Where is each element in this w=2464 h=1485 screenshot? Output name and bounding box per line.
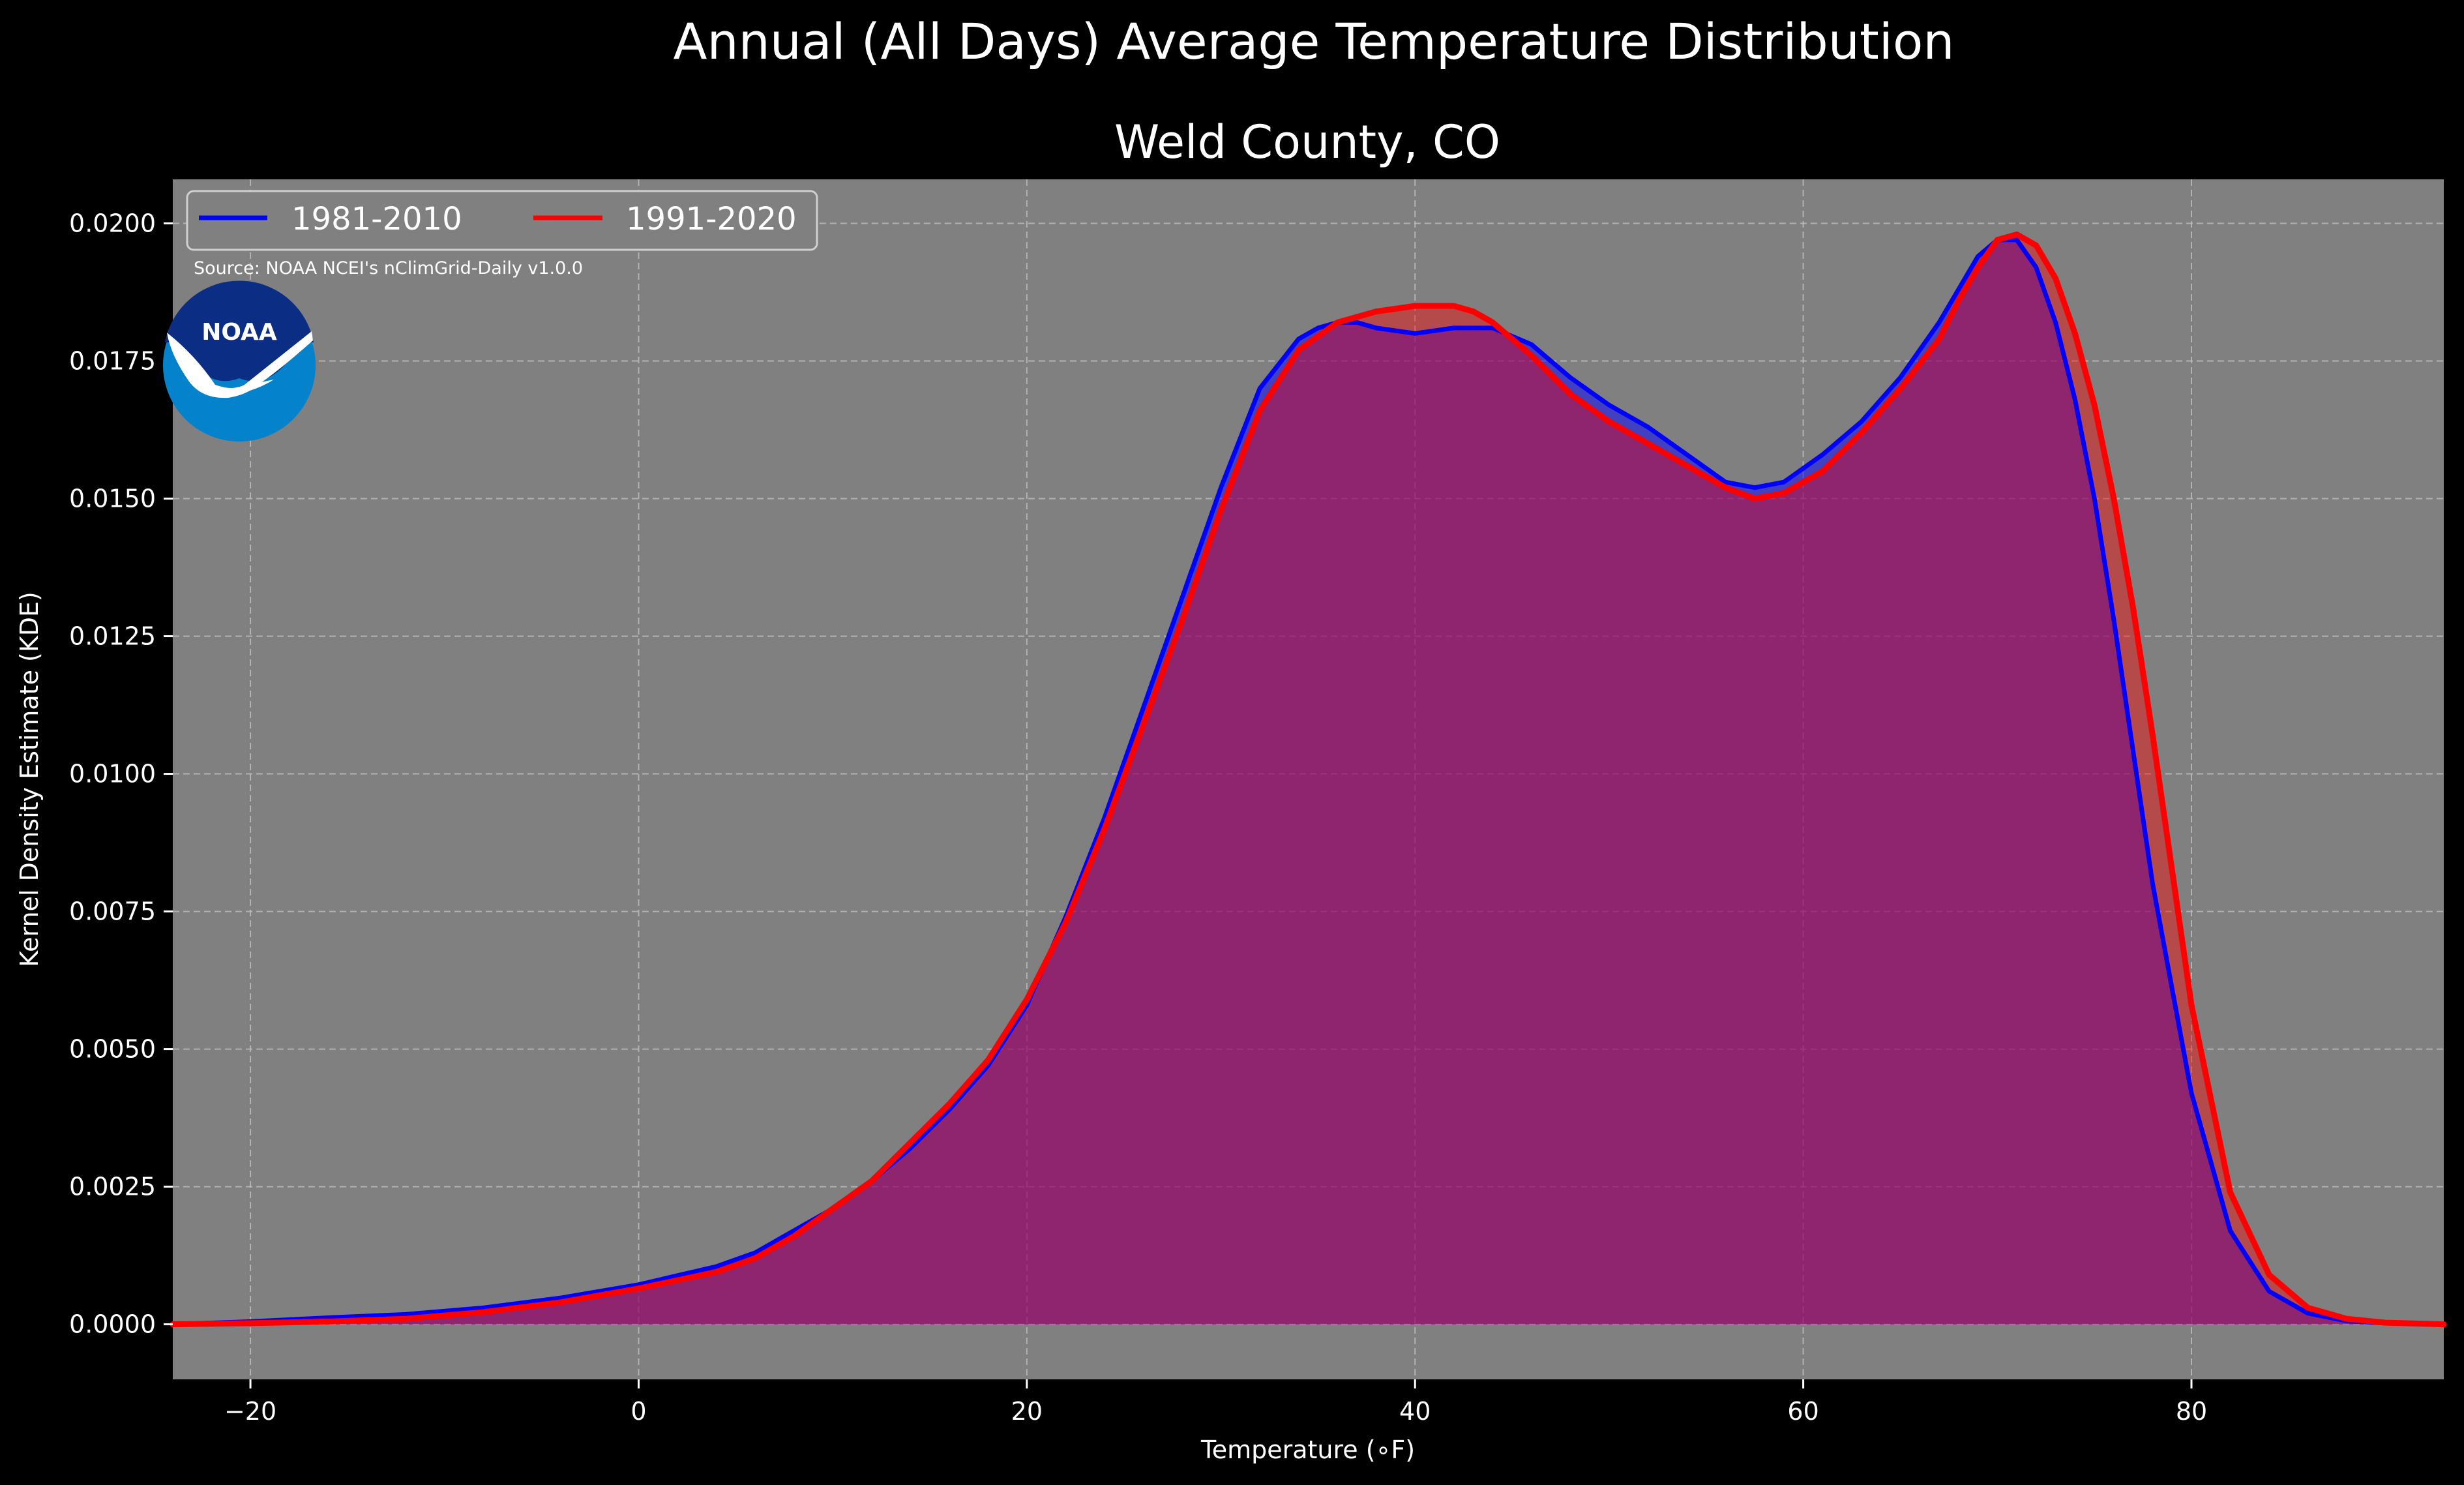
y-tick-label: 0.0175: [69, 347, 156, 376]
series-lines: [170, 231, 2447, 1328]
series-line-1991-2020: [170, 231, 2447, 1328]
legend: 1981-2010 1991-2020: [186, 190, 818, 251]
x-axis-label: Temperature (∘F): [1200, 1435, 1415, 1464]
noaa-logo-text: NOAA: [201, 319, 277, 346]
noaa-logo: NOAA: [163, 280, 316, 442]
y-tick-label: 0.0050: [69, 1035, 156, 1064]
figure-suptitle: Annual (All Days) Average Temperature Di…: [673, 12, 1954, 70]
y-tick-label: 0.0200: [69, 209, 156, 238]
area-fill-1991-2020: [173, 234, 2444, 1325]
noaa-logo-bird-tail: [218, 380, 274, 395]
x-tick-label: 20: [1011, 1397, 1043, 1426]
chart-title: Weld County, CO: [1114, 115, 1500, 169]
x-axis-ticks: −20 0 20 40 60 80: [224, 1379, 2207, 1426]
source-note: Source: NOAA NCEI's nClimGrid-Daily v1.0…: [194, 258, 583, 278]
x-tick-label: 60: [1787, 1397, 1818, 1426]
x-tick-label: −20: [224, 1397, 276, 1426]
x-tick-label: 40: [1399, 1397, 1431, 1426]
y-tick-label: 0.0075: [69, 897, 156, 926]
x-tick-label: 80: [2176, 1397, 2207, 1426]
y-axis-ticks: 0.0000 0.0025 0.0050 0.0075 0.0100 0.0125 0.01…: [69, 209, 173, 1339]
y-tick-label: 0.0025: [69, 1173, 156, 1201]
area-fills: [173, 234, 2444, 1325]
y-tick-label: 0.0000: [69, 1310, 156, 1339]
area-fill-1981-2010: [173, 239, 2444, 1325]
y-axis-label: Kernel Density Estimate (KDE): [15, 592, 44, 967]
legend-label-1991-2020: 1991-2020: [626, 201, 797, 237]
y-tick-label: 0.0125: [69, 622, 156, 651]
noaa-logo-top-arc: [165, 280, 314, 382]
noaa-logo-bird-wing: [167, 331, 313, 398]
y-tick-label: 0.0100: [69, 760, 156, 788]
legend-label-1981-2010: 1981-2010: [291, 201, 462, 237]
legend-box: [186, 190, 818, 251]
x-tick-label: 0: [631, 1397, 646, 1426]
y-tick-label: 0.0150: [69, 485, 156, 513]
